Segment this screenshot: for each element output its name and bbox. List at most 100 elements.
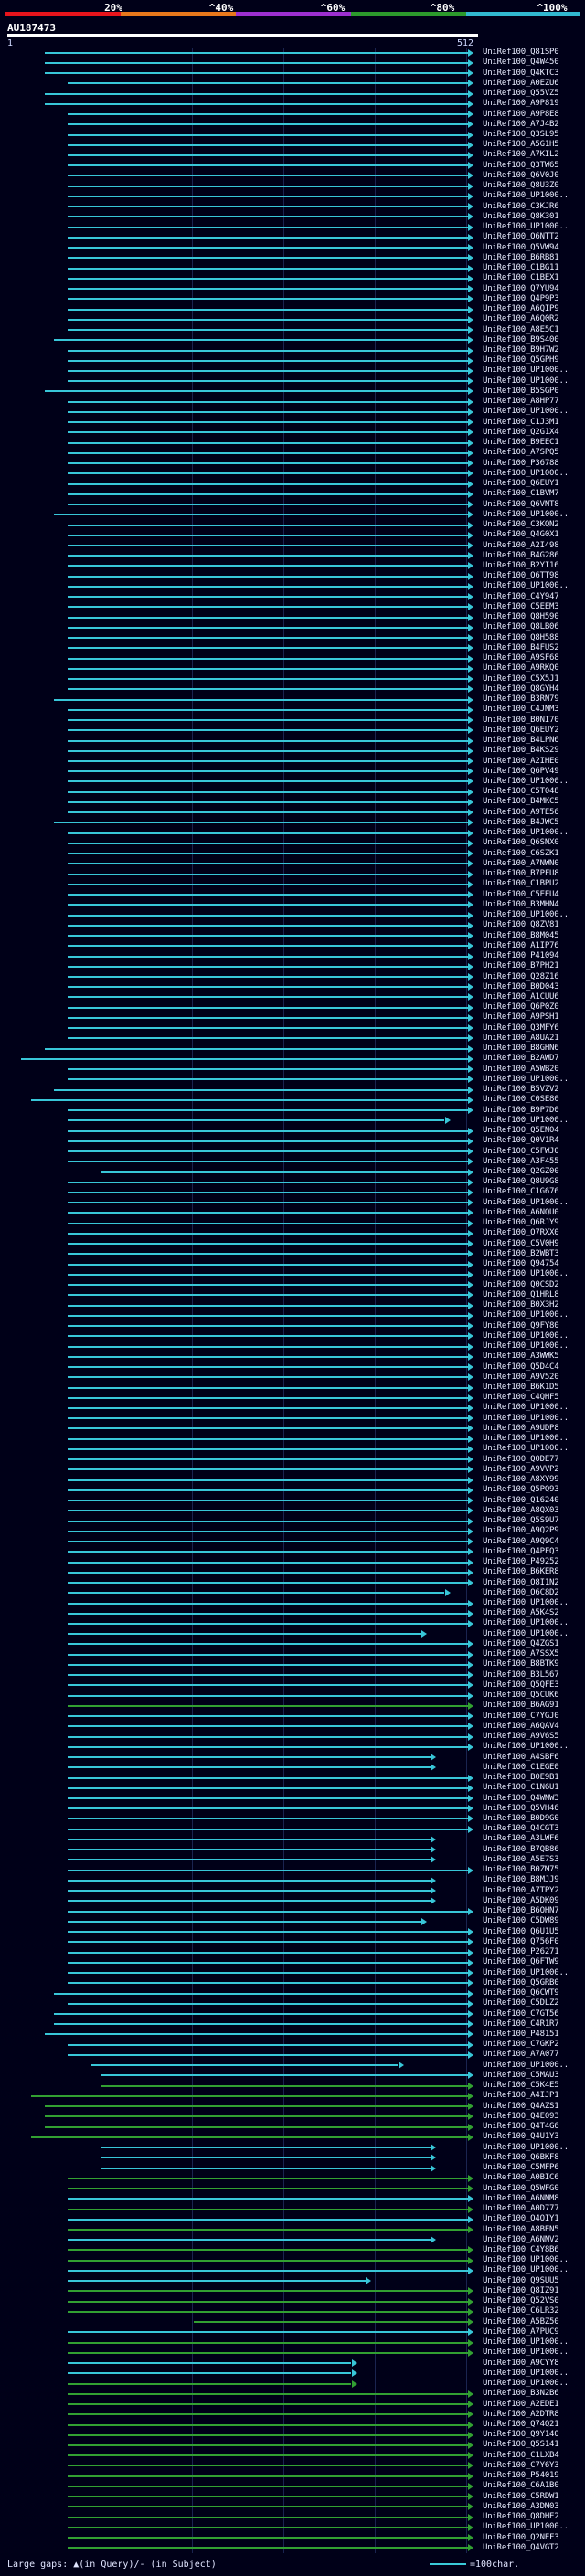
hit-alignment-bar[interactable] <box>68 1037 468 1040</box>
hit-alignment-bar[interactable] <box>68 565 468 567</box>
hit-label-link[interactable]: UniRef100_B3MHN4 <box>483 899 559 909</box>
hit-row[interactable]: UniRef100_Q5S141 <box>0 2440 585 2450</box>
hit-row[interactable]: UniRef100_UP1000.. <box>0 828 585 838</box>
hit-label-link[interactable]: UniRef100_C1G676 <box>483 1187 559 1197</box>
hit-label-link[interactable]: UniRef100_C3KQN2 <box>483 520 559 530</box>
hit-label-link[interactable]: UniRef100_A9TE56 <box>483 807 559 817</box>
hit-row[interactable]: UniRef100_C7Y6Y3 <box>0 2461 585 2471</box>
hit-alignment-bar[interactable] <box>68 1951 468 1954</box>
hit-row[interactable]: UniRef100_UP1000.. <box>0 1742 585 1752</box>
hit-row[interactable]: UniRef100_UP1000.. <box>0 2142 585 2152</box>
hit-row[interactable]: UniRef100_UP1000.. <box>0 1075 585 1085</box>
hit-alignment-bar[interactable] <box>68 749 468 752</box>
hit-row[interactable]: UniRef100_UP1000.. <box>0 1116 585 1126</box>
hit-alignment-bar[interactable] <box>68 1602 468 1605</box>
hit-label-link[interactable]: UniRef100_Q4CGT3 <box>483 1824 559 1834</box>
hit-row[interactable]: UniRef100_A7KIL2 <box>0 150 585 160</box>
hit-alignment-bar[interactable] <box>68 996 468 999</box>
hit-label-link[interactable]: UniRef100_Q6CWT9 <box>483 1988 559 1998</box>
hit-label-link[interactable]: UniRef100_UP1000.. <box>483 1618 569 1628</box>
hit-label-link[interactable]: UniRef100_Q9Y140 <box>483 2430 559 2440</box>
hit-label-link[interactable]: UniRef100_Q16240 <box>483 1495 559 1505</box>
hit-row[interactable]: UniRef100_UP1000.. <box>0 1967 585 1977</box>
hit-label-link[interactable]: UniRef100_UP1000.. <box>483 366 569 376</box>
hit-row[interactable]: UniRef100_B3N2B6 <box>0 2389 585 2399</box>
hit-row[interactable]: UniRef100_A8XY99 <box>0 1475 585 1485</box>
hit-alignment-bar[interactable] <box>68 965 468 968</box>
hit-alignment-bar[interactable] <box>54 698 468 701</box>
hit-row[interactable]: UniRef100_P36788 <box>0 459 585 469</box>
hit-row[interactable]: UniRef100_Q8ZV81 <box>0 920 585 930</box>
hit-row[interactable]: UniRef100_UP1000.. <box>0 469 585 479</box>
hit-row[interactable]: UniRef100_Q6FTW9 <box>0 1957 585 1967</box>
hit-alignment-bar[interactable] <box>68 2177 468 2179</box>
hit-row[interactable]: UniRef100_C0SE80 <box>0 1095 585 1105</box>
hit-alignment-bar[interactable] <box>68 1489 468 1491</box>
hit-label-link[interactable]: UniRef100_B4KS29 <box>483 746 559 756</box>
hit-label-link[interactable]: UniRef100_C4QHF5 <box>483 1393 559 1403</box>
hit-row[interactable]: UniRef100_Q6NTT2 <box>0 232 585 242</box>
hit-label-link[interactable]: UniRef100_Q5GPH9 <box>483 355 559 366</box>
hit-label-link[interactable]: UniRef100_C5EEM3 <box>483 601 559 611</box>
hit-row[interactable]: UniRef100_Q94754 <box>0 1259 585 1269</box>
hit-label-link[interactable]: UniRef100_C1BPU2 <box>483 879 559 889</box>
hit-row[interactable]: UniRef100_B9EEC1 <box>0 438 585 448</box>
hit-alignment-bar[interactable] <box>101 1171 468 1173</box>
hit-row[interactable]: UniRef100_Q0CSD2 <box>0 1280 585 1290</box>
hit-alignment-bar[interactable] <box>68 667 468 670</box>
hit-row[interactable]: UniRef100_Q4ZGS1 <box>0 1639 585 1649</box>
hit-alignment-bar[interactable] <box>68 2208 468 2210</box>
hit-row[interactable]: UniRef100_UP1000.. <box>0 2265 585 2275</box>
hit-alignment-bar[interactable] <box>68 1417 468 1420</box>
hit-label-link[interactable]: UniRef100_Q9SUU5 <box>483 2275 559 2285</box>
hit-alignment-bar[interactable] <box>68 123 468 126</box>
hit-alignment-bar[interactable] <box>68 555 468 557</box>
hit-row[interactable]: UniRef100_C4QHF5 <box>0 1393 585 1403</box>
hit-alignment-bar[interactable] <box>68 780 468 783</box>
hit-row[interactable]: UniRef100_B8GHN6 <box>0 1044 585 1054</box>
hit-label-link[interactable]: UniRef100_A9V6S5 <box>483 1732 559 1742</box>
hit-row[interactable]: UniRef100_A8HP77 <box>0 397 585 407</box>
hit-alignment-bar[interactable] <box>68 904 468 906</box>
hit-alignment-bar[interactable] <box>68 400 468 403</box>
hit-label-link[interactable]: UniRef100_A2EDE1 <box>483 2399 559 2409</box>
hit-row[interactable]: UniRef100_B2AWD7 <box>0 1054 585 1064</box>
hit-label-link[interactable]: UniRef100_UP1000.. <box>483 1341 569 1352</box>
hit-label-link[interactable]: UniRef100_A8BEN5 <box>483 2224 559 2234</box>
hit-alignment-bar[interactable] <box>68 1941 468 1944</box>
hit-alignment-bar[interactable] <box>68 790 468 793</box>
hit-label-link[interactable]: UniRef100_A6NNM8 <box>483 2193 559 2203</box>
hit-label-link[interactable]: UniRef100_A3F455 <box>483 1156 559 1166</box>
hit-label-link[interactable]: UniRef100_C4Y947 <box>483 591 559 601</box>
hit-label-link[interactable]: UniRef100_B5VZV2 <box>483 1085 559 1095</box>
hit-alignment-bar[interactable] <box>68 1366 468 1369</box>
hit-label-link[interactable]: UniRef100_C1N6U1 <box>483 1783 559 1793</box>
hit-alignment-bar[interactable] <box>68 1807 468 1810</box>
hit-alignment-bar[interactable] <box>68 2516 468 2518</box>
hit-label-link[interactable]: UniRef100_Q0V1R4 <box>483 1136 559 1146</box>
hit-row[interactable]: UniRef100_A1IP76 <box>0 941 585 951</box>
hit-label-link[interactable]: UniRef100_B4FUS2 <box>483 642 559 652</box>
hit-row[interactable]: UniRef100_C5V0H9 <box>0 1239 585 1249</box>
hit-alignment-bar[interactable] <box>68 2372 352 2375</box>
hit-alignment-bar[interactable] <box>68 1879 431 1882</box>
hit-row[interactable]: UniRef100_Q8U9G8 <box>0 1177 585 1187</box>
hit-row[interactable]: UniRef100_Q74Q21 <box>0 2420 585 2430</box>
hit-alignment-bar[interactable] <box>68 2198 468 2200</box>
hit-row[interactable]: UniRef100_A9SF68 <box>0 653 585 663</box>
hit-row[interactable]: UniRef100_Q1HRL8 <box>0 1290 585 1300</box>
hit-row[interactable]: UniRef100_A7NWN0 <box>0 859 585 869</box>
hit-alignment-bar[interactable] <box>68 1715 468 1718</box>
hit-alignment-bar[interactable] <box>68 1931 468 1934</box>
hit-label-link[interactable]: UniRef100_A4IJP1 <box>483 2091 559 2101</box>
hit-row[interactable]: UniRef100_A5E7S3 <box>0 1855 585 1865</box>
hit-row[interactable]: UniRef100_P41094 <box>0 951 585 961</box>
hit-label-link[interactable]: UniRef100_C6SZK1 <box>483 848 559 858</box>
hit-alignment-bar[interactable] <box>68 863 468 865</box>
hit-label-link[interactable]: UniRef100_C5V0H9 <box>483 1238 559 1248</box>
hit-label-link[interactable]: UniRef100_B0D043 <box>483 981 559 991</box>
hit-alignment-bar[interactable] <box>68 616 468 619</box>
hit-alignment-bar[interactable] <box>68 410 468 413</box>
hit-row[interactable]: UniRef100_Q4QIY1 <box>0 2214 585 2224</box>
hit-alignment-bar[interactable] <box>68 1068 468 1071</box>
